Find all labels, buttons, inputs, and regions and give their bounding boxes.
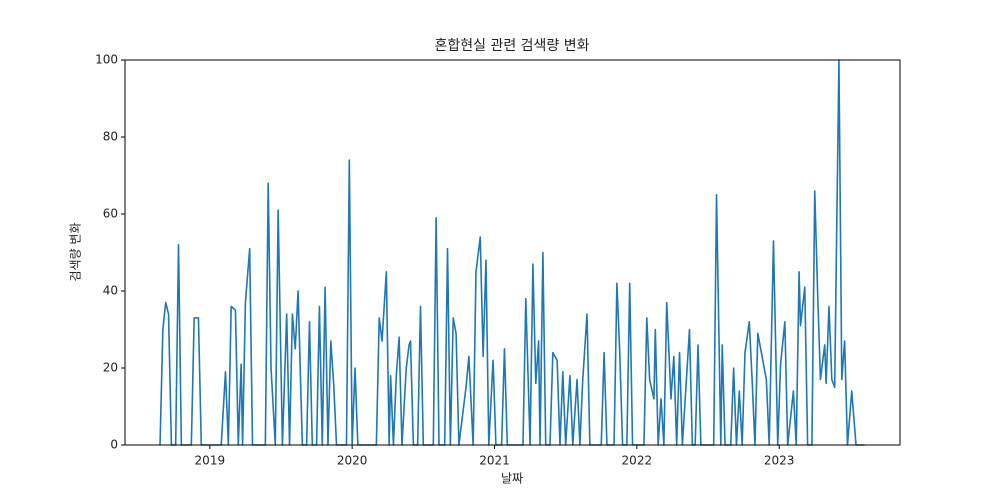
chart-title: 혼합현실 관련 검색량 변화 xyxy=(434,38,589,54)
x-tick-label: 2020 xyxy=(337,454,368,468)
plot-frame xyxy=(124,59,901,446)
y-axis-label: 검색량 변화 xyxy=(69,222,83,281)
x-tick-label: 2022 xyxy=(622,454,653,468)
y-tick-label: 60 xyxy=(103,207,118,221)
x-tick-label: 2019 xyxy=(195,454,226,468)
y-tick-label: 20 xyxy=(103,361,118,375)
data-line xyxy=(159,59,865,446)
y-tick-label: 40 xyxy=(103,284,118,298)
x-tick-label: 2023 xyxy=(764,454,795,468)
x-axis-label: 날짜 xyxy=(501,472,523,486)
x-tick-label: 2021 xyxy=(479,454,510,468)
y-tick-label: 0 xyxy=(110,438,118,452)
y-tick-label: 100 xyxy=(95,53,118,67)
y-tick-label: 80 xyxy=(103,130,118,144)
